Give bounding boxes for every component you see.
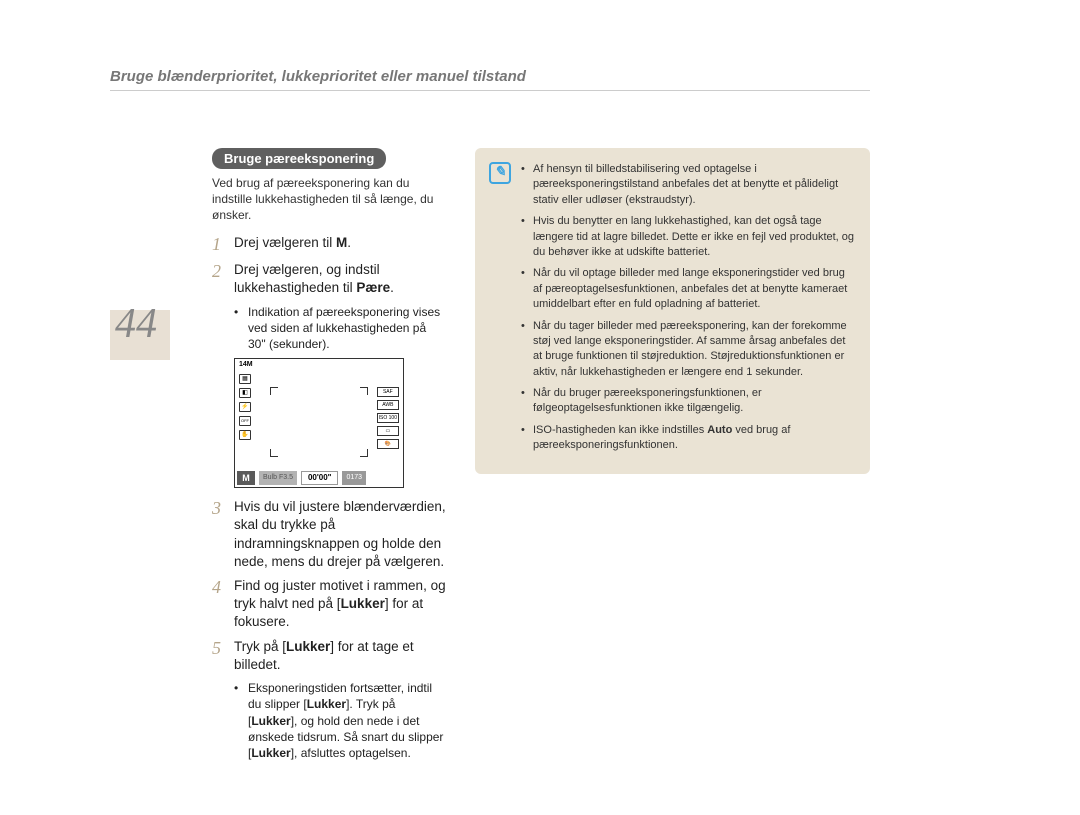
off-icon: OFF (239, 416, 251, 426)
note-item: •ISO-hastigheden kan ikke indstilles Aut… (521, 423, 856, 454)
step-text-bold: Lukker (341, 596, 385, 611)
intro-text: Ved brug af pæreeksponering kan du indst… (212, 175, 447, 224)
note-text: Når du bruger pæreeksponeringsfunktionen… (533, 386, 856, 417)
t: ISO-hastigheden kan ikke indstilles (533, 424, 707, 436)
grid-icon: ▦ (239, 374, 251, 384)
step-text: Hvis du vil justere blænderværdien, skal… (234, 498, 447, 571)
step-text-post: . (347, 235, 351, 250)
bullet-dot: • (234, 680, 248, 761)
t: ], afsluttes optagelsen. (291, 746, 411, 760)
step-text-bold: M (336, 235, 347, 250)
step-3: 3 Hvis du vil justere blænderværdien, sk… (212, 498, 447, 571)
note-icon: ✎ (489, 162, 511, 184)
lcd-preview: 14M ▦ ◧ ⚡ OFF ✋ SAF AWB ISO 100 ▭ 🎨 M Bu… (234, 358, 404, 488)
sub-bullet-text: Eksponeringstiden fortsætter, indtil du … (248, 680, 447, 761)
lcd-jpeg-icon: ▭ (377, 426, 399, 436)
step-text: Find og juster motivet i rammen, og tryk… (234, 577, 447, 632)
page-title: Bruge blænderprioritet, lukkeprioritet e… (110, 68, 526, 85)
note-text: ISO-hastigheden kan ikke indstilles Auto… (533, 423, 856, 454)
note-text: Hvis du benytter en lang lukkehastighed,… (533, 214, 856, 260)
step-number: 3 (212, 498, 234, 571)
bullet-dot: • (521, 214, 533, 260)
step-number: 1 (212, 234, 234, 256)
step-text-pre: Tryk på [ (234, 639, 286, 654)
step-5: 5 Tryk på [Lukker] for at tage et billed… (212, 638, 447, 674)
focus-corner-br (360, 449, 368, 457)
bullet-dot: • (521, 266, 533, 312)
stabilizer-icon: ✋ (239, 430, 251, 440)
flash-icon: ⚡ (239, 402, 251, 412)
lcd-mode: M (237, 471, 255, 485)
focus-corner-tl (270, 387, 278, 395)
t: Auto (707, 424, 732, 436)
step-number: 2 (212, 261, 234, 297)
sub-bullet-text: Indikation af pæreeksponering vises ved … (248, 304, 447, 353)
lcd-resolution: 14M (239, 361, 253, 368)
note-item: •Når du tager billeder med pæreeksponeri… (521, 319, 856, 381)
lcd-right-icons: SAF AWB ISO 100 ▭ 🎨 (377, 387, 399, 449)
lcd-awb: AWB (377, 400, 399, 410)
page-number: 44 (115, 300, 157, 348)
lcd-count: 0173 (342, 471, 366, 485)
note-text: Når du tager billeder med pæreeksponerin… (533, 319, 856, 381)
step-text-pre: Drej vælgeren til (234, 235, 336, 250)
step-1: 1 Drej vælgeren til M. (212, 234, 447, 256)
focus-corner-bl (270, 449, 278, 457)
step-text-post: . (390, 280, 394, 295)
lcd-bulb: Bulb F3.5 (259, 471, 297, 485)
t: Lukker (251, 746, 290, 760)
bullet-dot: • (521, 162, 533, 208)
t: Lukker (251, 714, 290, 728)
lcd-iso: ISO 100 (377, 413, 399, 423)
step-2-sub: • Indikation af pæreeksponering vises ve… (234, 304, 447, 353)
step-5-sub: • Eksponeringstiden fortsætter, indtil d… (234, 680, 447, 761)
note-item: •Af hensyn til billedstabilisering ved o… (521, 162, 856, 208)
title-underline (110, 90, 870, 91)
meter-icon: ◧ (239, 388, 251, 398)
note-item: •Når du bruger pæreeksponeringsfunktione… (521, 386, 856, 417)
step-text: Tryk på [Lukker] for at tage et billedet… (234, 638, 447, 674)
lcd-time: 00'00" (301, 471, 339, 485)
step-text: Drej vælgeren til M. (234, 234, 351, 256)
step-2: 2 Drej vælgeren, og indstil lukkehastigh… (212, 261, 447, 297)
bullet-dot: • (521, 423, 533, 454)
note-text: Når du vil optage billeder med lange eks… (533, 266, 856, 312)
note-list: •Af hensyn til billedstabilisering ved o… (521, 162, 856, 460)
step-text-bold: Pære (356, 280, 390, 295)
note-text: Af hensyn til billedstabilisering ved op… (533, 162, 856, 208)
step-number: 5 (212, 638, 234, 674)
t: Lukker (307, 697, 346, 711)
bullet-dot: • (234, 304, 248, 353)
bullet-dot: • (521, 319, 533, 381)
step-number: 4 (212, 577, 234, 632)
focus-corner-tr (360, 387, 368, 395)
step-text-bold: Lukker (286, 639, 330, 654)
bullet-dot: • (521, 386, 533, 417)
note-box: ✎ •Af hensyn til billedstabilisering ved… (475, 148, 870, 474)
step-4: 4 Find og juster motivet i rammen, og tr… (212, 577, 447, 632)
section-heading: Bruge pæreeksponering (212, 148, 386, 169)
note-item: •Når du vil optage billeder med lange ek… (521, 266, 856, 312)
left-column: Bruge pæreeksponering Ved brug af pæreek… (212, 148, 447, 767)
step-text: Drej vælgeren, og indstil lukkehastighed… (234, 261, 447, 297)
lcd-left-icons: ▦ ◧ ⚡ OFF ✋ (239, 374, 251, 440)
lcd-bottom-bar: M Bulb F3.5 00'00" 0173 (235, 469, 403, 487)
lcd-picture-icon: 🎨 (377, 439, 399, 449)
lcd-saf: SAF (377, 387, 399, 397)
note-item: •Hvis du benytter en lang lukkehastighed… (521, 214, 856, 260)
